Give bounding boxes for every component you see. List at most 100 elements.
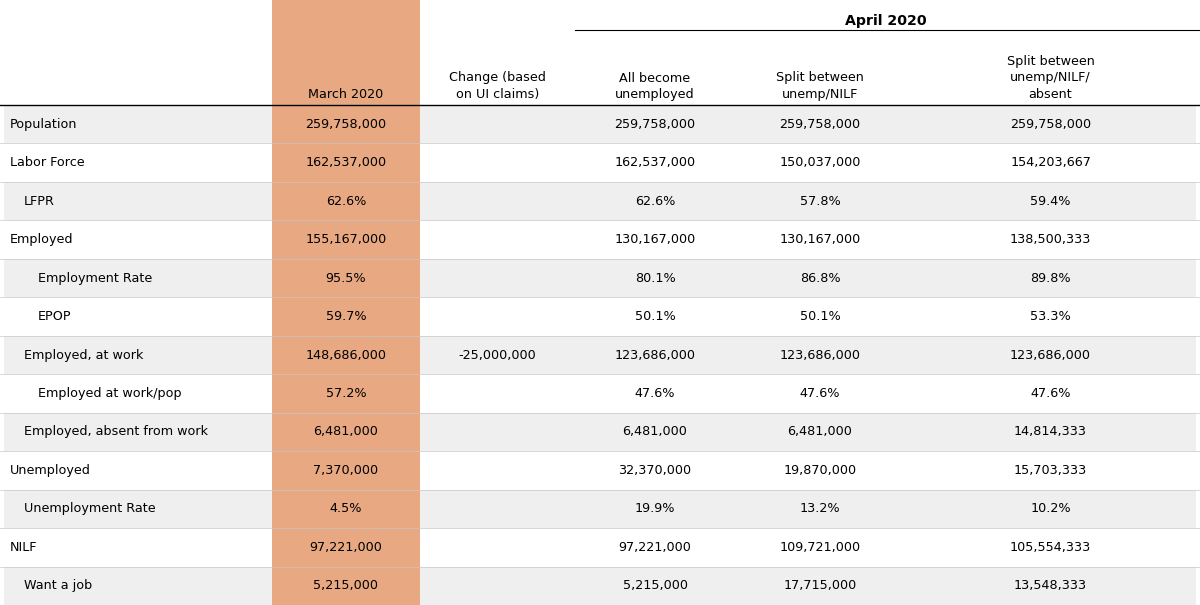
Text: Employment Rate: Employment Rate: [38, 272, 152, 284]
Bar: [575, 105, 734, 143]
Text: 123,686,000: 123,686,000: [780, 348, 860, 362]
Bar: [4, 489, 272, 528]
Text: 6,481,000: 6,481,000: [787, 425, 852, 439]
Bar: [420, 489, 575, 528]
Bar: [420, 182, 575, 220]
Text: 50.1%: 50.1%: [799, 310, 840, 323]
Text: Split between
unemp/NILF: Split between unemp/NILF: [776, 71, 864, 101]
Text: 50.1%: 50.1%: [635, 310, 676, 323]
Bar: [272, 0, 420, 605]
Bar: [905, 374, 1196, 413]
Bar: [420, 105, 575, 143]
Bar: [420, 528, 575, 566]
Bar: [420, 413, 575, 451]
Text: 138,500,333: 138,500,333: [1010, 233, 1091, 246]
Text: 47.6%: 47.6%: [799, 387, 840, 400]
Text: -25,000,000: -25,000,000: [458, 348, 536, 362]
Text: 7,370,000: 7,370,000: [313, 464, 378, 477]
Text: Employed, absent from work: Employed, absent from work: [24, 425, 208, 439]
Text: 148,686,000: 148,686,000: [306, 348, 386, 362]
Text: Employed, at work: Employed, at work: [24, 348, 143, 362]
Text: 97,221,000: 97,221,000: [310, 541, 383, 554]
Bar: [4, 259, 272, 297]
Text: 259,758,000: 259,758,000: [614, 118, 696, 131]
Text: 5,215,000: 5,215,000: [623, 579, 688, 592]
Text: Employed: Employed: [10, 233, 73, 246]
Bar: [420, 143, 575, 182]
Bar: [905, 566, 1196, 605]
Bar: [575, 528, 734, 566]
Bar: [575, 143, 734, 182]
Text: 19,870,000: 19,870,000: [784, 464, 857, 477]
Bar: [4, 143, 272, 182]
Text: 10.2%: 10.2%: [1030, 502, 1070, 515]
Text: 86.8%: 86.8%: [799, 272, 840, 284]
Text: 47.6%: 47.6%: [1031, 387, 1070, 400]
Text: 97,221,000: 97,221,000: [618, 541, 691, 554]
Bar: [905, 105, 1196, 143]
Text: 62.6%: 62.6%: [635, 195, 676, 208]
Text: 57.8%: 57.8%: [799, 195, 840, 208]
Text: 155,167,000: 155,167,000: [305, 233, 386, 246]
Text: 13,548,333: 13,548,333: [1014, 579, 1087, 592]
Text: Change (based
on UI claims): Change (based on UI claims): [449, 71, 546, 101]
Text: 59.4%: 59.4%: [1031, 195, 1070, 208]
Bar: [420, 220, 575, 259]
Bar: [734, 297, 905, 336]
Bar: [575, 259, 734, 297]
Bar: [4, 451, 272, 489]
Bar: [734, 182, 905, 220]
Text: 89.8%: 89.8%: [1030, 272, 1070, 284]
Text: 32,370,000: 32,370,000: [618, 464, 691, 477]
Bar: [905, 451, 1196, 489]
Bar: [905, 143, 1196, 182]
Text: 6,481,000: 6,481,000: [313, 425, 378, 439]
Text: Want a job: Want a job: [24, 579, 92, 592]
Text: NILF: NILF: [10, 541, 37, 554]
Text: 62.6%: 62.6%: [326, 195, 366, 208]
Bar: [734, 489, 905, 528]
Text: 105,554,333: 105,554,333: [1010, 541, 1091, 554]
Text: 80.1%: 80.1%: [635, 272, 676, 284]
Text: 130,167,000: 130,167,000: [614, 233, 696, 246]
Bar: [905, 413, 1196, 451]
Text: April 2020: April 2020: [845, 14, 926, 28]
Text: 14,814,333: 14,814,333: [1014, 425, 1087, 439]
Bar: [734, 413, 905, 451]
Text: EPOP: EPOP: [38, 310, 72, 323]
Text: 5,215,000: 5,215,000: [313, 579, 378, 592]
Bar: [575, 451, 734, 489]
Text: 259,758,000: 259,758,000: [306, 118, 386, 131]
Bar: [905, 336, 1196, 374]
Bar: [420, 566, 575, 605]
Bar: [4, 0, 272, 105]
Text: 17,715,000: 17,715,000: [784, 579, 857, 592]
Bar: [575, 374, 734, 413]
Text: Labor Force: Labor Force: [10, 156, 85, 169]
Text: 259,758,000: 259,758,000: [780, 118, 860, 131]
Bar: [905, 489, 1196, 528]
Bar: [4, 528, 272, 566]
Text: 154,203,667: 154,203,667: [1010, 156, 1091, 169]
Text: 162,537,000: 162,537,000: [306, 156, 386, 169]
Text: 162,537,000: 162,537,000: [614, 156, 696, 169]
Bar: [734, 528, 905, 566]
Text: 95.5%: 95.5%: [325, 272, 366, 284]
Bar: [4, 374, 272, 413]
Text: Unemployed: Unemployed: [10, 464, 91, 477]
Bar: [734, 220, 905, 259]
Bar: [734, 105, 905, 143]
Bar: [734, 336, 905, 374]
Bar: [4, 413, 272, 451]
Bar: [905, 220, 1196, 259]
Bar: [905, 0, 1196, 105]
Bar: [905, 297, 1196, 336]
Text: 4.5%: 4.5%: [330, 502, 362, 515]
Text: 6,481,000: 6,481,000: [623, 425, 688, 439]
Bar: [734, 0, 905, 105]
Bar: [4, 566, 272, 605]
Text: 130,167,000: 130,167,000: [779, 233, 860, 246]
Text: 123,686,000: 123,686,000: [1010, 348, 1091, 362]
Text: 53.3%: 53.3%: [1030, 310, 1070, 323]
Bar: [4, 297, 272, 336]
